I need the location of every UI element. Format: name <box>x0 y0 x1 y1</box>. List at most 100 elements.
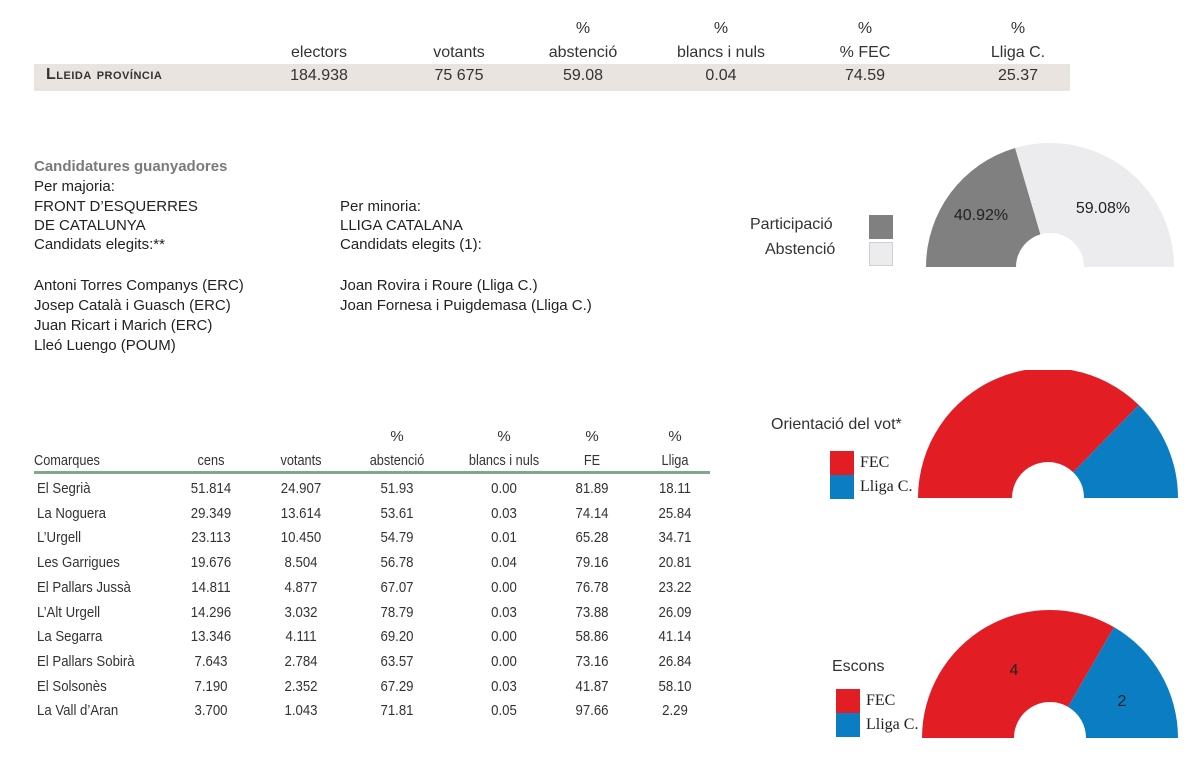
legend-participation-label: Participació <box>750 216 833 233</box>
summary-header-label: blancs i nuls <box>676 44 766 61</box>
province-title: Lleida província <box>46 66 163 83</box>
table-cell: 34.71 <box>658 529 692 547</box>
vote-legend-lliga-swatch <box>830 475 854 499</box>
table-cell: 0.00 <box>491 628 517 646</box>
seats-chart: 42 <box>922 610 1178 738</box>
summary-header: % blancs i nuls <box>646 19 796 62</box>
vote-legend-title: Orientació del vot* <box>771 416 902 433</box>
table-row: El Solsonès 7.190 2.352 67.29 0.03 41.87 58.10 <box>34 678 710 702</box>
legend-participation-swatch <box>869 215 893 239</box>
summary-header-pct: % <box>1010 20 1026 37</box>
table-cell: 2.29 <box>662 702 688 720</box>
table-cell: 14.811 <box>191 578 231 596</box>
table-cell-comarca: Les Garrigues <box>37 554 120 572</box>
donut-slice <box>1015 143 1174 267</box>
table-cell-comarca: L’Urgell <box>37 529 82 547</box>
seats-legend-fec-label: FEC <box>866 692 896 709</box>
table-header-label: abstenció <box>369 452 425 469</box>
table-cell: 67.07 <box>380 578 414 596</box>
table-header-label: Comarques <box>34 452 100 469</box>
table-cell-comarca: La Noguera <box>37 504 106 522</box>
summary-header-pct: % <box>857 20 873 37</box>
table-cell: 29.349 <box>190 504 232 522</box>
legend-abstention-swatch <box>869 242 893 266</box>
table-cell: 0.04 <box>491 554 517 572</box>
table-row: El Pallars Jussà 14.811 4.877 67.07 0.00 76.7… <box>34 579 710 603</box>
table-header-label: cens <box>197 452 225 469</box>
table-cell-comarca: La Vall d’Aran <box>37 702 119 720</box>
summary-header-pct: % <box>575 20 591 37</box>
table-cell: 0.01 <box>491 529 517 547</box>
table-cell: 23.22 <box>658 578 692 596</box>
table-cell: 81.89 <box>575 480 609 497</box>
majority-party-line2: DE CATALUNYA <box>34 217 146 234</box>
summary-header-label: votants <box>433 44 485 61</box>
table-cell: 23.113 <box>191 529 231 547</box>
table-cell: 71.81 <box>380 702 414 720</box>
table-header-rule <box>34 471 710 474</box>
minority-party: LLIGA CATALANA <box>340 217 463 234</box>
vote-legend-lliga-label: Lliga C. <box>860 478 913 495</box>
table-cell: 13.614 <box>280 504 322 522</box>
majority-candidate: Juan Ricart i Marich (ERC) <box>34 317 213 334</box>
table-header-label: votants <box>280 452 322 469</box>
table-header-pct: % <box>390 428 404 445</box>
table-cell: 18.11 <box>658 480 692 497</box>
table-cell-comarca: L’Alt Urgell <box>37 603 101 621</box>
summary-header: % abstenció <box>508 19 658 62</box>
table-cell: 20.81 <box>658 554 692 572</box>
table-cell: 76.78 <box>575 578 609 596</box>
table-cell: 10.450 <box>280 529 322 547</box>
table-cell: 19.676 <box>190 554 232 572</box>
table-row: La Vall d’Aran 3.700 1.043 71.81 0.05 97.66 2.… <box>34 702 710 726</box>
summary-header-label: abstenció <box>548 44 618 61</box>
majority-elected: Candidats elegits:** <box>34 236 165 253</box>
table-cell: 74.14 <box>575 504 609 522</box>
summary-value: 59.08 <box>562 67 604 84</box>
table-cell: 2.784 <box>284 652 318 670</box>
majority-party-line1: FRONT D’ESQUERRES <box>34 198 198 215</box>
table-cell-comarca: La Segarra <box>37 628 103 646</box>
majority-candidate: Antoni Torres Companys (ERC) <box>34 277 244 294</box>
table-cell: 0.00 <box>491 652 517 670</box>
table-cell-comarca: El Segrià <box>37 480 91 497</box>
vote-legend-fec-swatch <box>830 451 854 475</box>
summary-value: 0.04 <box>705 67 737 84</box>
donut-data-label: 2 <box>1118 693 1127 710</box>
donut-slice <box>1073 404 1178 498</box>
summary-header: % Lliga C. <box>943 19 1093 62</box>
table-cell: 7.190 <box>194 677 228 695</box>
participation-chart: 40.92% 59.08% <box>926 143 1174 267</box>
donut-slice <box>918 370 1139 498</box>
donut-slice <box>922 610 1114 738</box>
table-cell: 13.346 <box>190 628 232 646</box>
summary-header: votants <box>384 19 534 62</box>
table-cell: 63.57 <box>380 652 414 670</box>
summary-header: % % FEC <box>790 19 940 62</box>
table-cell: 0.05 <box>491 702 517 720</box>
majority-candidate: Lleó Luengo (POUM) <box>34 337 176 354</box>
table-row: Les Garrigues 19.676 8.504 56.78 0.04 79.16 20… <box>34 554 710 578</box>
table-cell: 25.84 <box>658 504 692 522</box>
minority-elected: Candidats elegits (1): <box>340 236 482 253</box>
donut-data-label: 4 <box>1010 662 1019 679</box>
minority-heading: Per minoria: <box>340 198 421 215</box>
seats-legend-title: Escons <box>832 658 885 675</box>
table-cell: 51.93 <box>380 480 414 497</box>
minority-candidate: Joan Rovira i Roure (Lliga C.) <box>340 277 538 294</box>
table-cell: 2.352 <box>284 677 318 695</box>
vote-legend-fec-label: FEC <box>860 454 890 471</box>
summary-header: electors <box>244 19 394 62</box>
summary-value: 75 675 <box>434 67 484 84</box>
table-cell: 0.03 <box>491 504 517 522</box>
table-row: La Noguera 29.349 13.614 53.61 0.03 74.14 25.8… <box>34 505 710 529</box>
majority-heading: Per majoria: <box>34 178 115 195</box>
table-cell: 65.28 <box>575 529 609 547</box>
summary-header-label: Lliga C. <box>990 44 1046 61</box>
summary-band <box>34 64 1070 91</box>
table-cell: 7.643 <box>194 652 228 670</box>
seats-legend-fec-swatch <box>836 689 860 713</box>
table-cell: 0.00 <box>491 480 517 497</box>
table-cell: 69.20 <box>380 628 414 646</box>
table-header-label: blancs i nuls <box>468 452 540 469</box>
